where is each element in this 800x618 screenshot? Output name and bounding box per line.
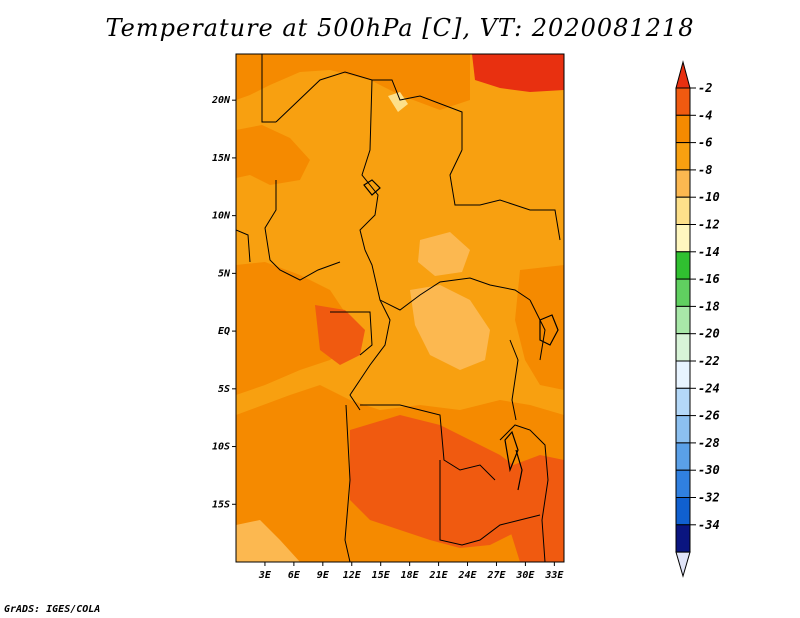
colorbar-swatch <box>675 469 691 499</box>
colorbar-swatch <box>675 360 691 389</box>
field-cool-congo <box>410 285 490 370</box>
latitude-axis: 20N 15N 10N 5N EQ 5S 10S 15S <box>211 95 236 510</box>
lat-tick-label: 10N <box>212 211 231 222</box>
colorbar-label: -34 <box>698 518 720 532</box>
longitude-axis: 3E 6E 9E 12E 15E 18E 21E 24E 27E 30E 33E <box>258 562 564 581</box>
field-cool-sw <box>236 520 300 562</box>
colorbar-label: -22 <box>698 354 720 368</box>
colorbar-label: -24 <box>698 381 720 395</box>
field-warm-north <box>236 54 470 110</box>
field-cold-speck <box>388 92 408 112</box>
colorbar-label: -6 <box>698 136 712 150</box>
lon-tick-label: 3E <box>258 570 272 581</box>
colorbar-label: -28 <box>698 436 720 450</box>
colorbar-swatch <box>675 415 691 444</box>
field-warm-coast <box>236 262 350 395</box>
colorbar-swatch <box>675 114 691 144</box>
lon-tick-label: 33E <box>544 570 564 581</box>
colorbar-over-triangle <box>675 60 691 89</box>
lon-tick-label: 27E <box>486 570 506 581</box>
field-warm-westsahel <box>236 125 310 185</box>
grads-credit: GrADS: IGES/COLA <box>4 604 101 615</box>
lat-tick-label: 10S <box>212 442 230 453</box>
map-frame <box>235 53 565 563</box>
colorbar-label: -12 <box>698 218 720 232</box>
colorbar-label: -8 <box>698 163 712 177</box>
colorbar-label: -26 <box>698 409 720 423</box>
lon-tick-label: 24E <box>457 570 477 581</box>
lon-tick-label: 12E <box>343 570 362 581</box>
colorbar-label: -10 <box>698 190 720 204</box>
lat-tick-label: 5S <box>218 384 230 395</box>
field-hot-ne <box>472 54 564 92</box>
colorbar-swatch <box>675 442 691 471</box>
colorbar-swatch <box>675 251 691 280</box>
colorbar-swatch <box>675 87 691 116</box>
country-boundaries <box>236 54 561 562</box>
lat-tick-label: 15S <box>212 499 230 510</box>
lat-tick-label: 20N <box>211 95 231 106</box>
colorbar-swatch <box>675 196 691 225</box>
colorbar-swatch <box>675 497 691 526</box>
lon-tick-label: 30E <box>515 570 535 581</box>
lon-tick-label: 21E <box>429 570 449 581</box>
lon-tick-label: 15E <box>372 570 391 581</box>
colorbar: -2 -4 -6 -8 -10 -12 -14 -16 -18 -20 -22 -24 -26 -28 -3… <box>675 60 720 578</box>
colorbar-swatch <box>675 387 691 417</box>
lon-tick-label: 9E <box>317 570 330 581</box>
colorbar-label: -20 <box>698 327 720 341</box>
colorbar-swatch <box>675 333 691 362</box>
field-cool-cameroon <box>418 232 470 276</box>
colorbar-label: -2 <box>698 81 712 95</box>
temperature-field <box>236 54 564 562</box>
field-hot-gabon <box>315 305 365 365</box>
colorbar-label: -18 <box>698 299 720 313</box>
lat-tick-label: 5N <box>218 268 231 279</box>
lat-tick-label: 15N <box>212 153 231 164</box>
colorbar-under-triangle <box>675 551 691 578</box>
lon-tick-label: 6E <box>288 570 301 581</box>
colorbar-label: -4 <box>698 108 712 122</box>
colorbar-label: -14 <box>698 245 720 259</box>
colorbar-label: -16 <box>698 272 720 286</box>
lat-tick-label: EQ <box>218 326 230 337</box>
colorbar-swatch <box>675 224 691 253</box>
lakes <box>363 179 559 491</box>
colorbar-swatch <box>675 278 691 307</box>
lon-tick-label: 18E <box>401 570 420 581</box>
colorbar-swatch <box>675 142 691 171</box>
colorbar-swatch <box>675 524 691 553</box>
colorbar-swatch <box>675 305 691 335</box>
colorbar-swatch <box>675 169 691 198</box>
colorbar-label: -30 <box>698 463 720 477</box>
chart-title: Temperature at 500hPa [C], VT: 202008121… <box>105 14 695 42</box>
colorbar-label: -32 <box>698 491 720 505</box>
